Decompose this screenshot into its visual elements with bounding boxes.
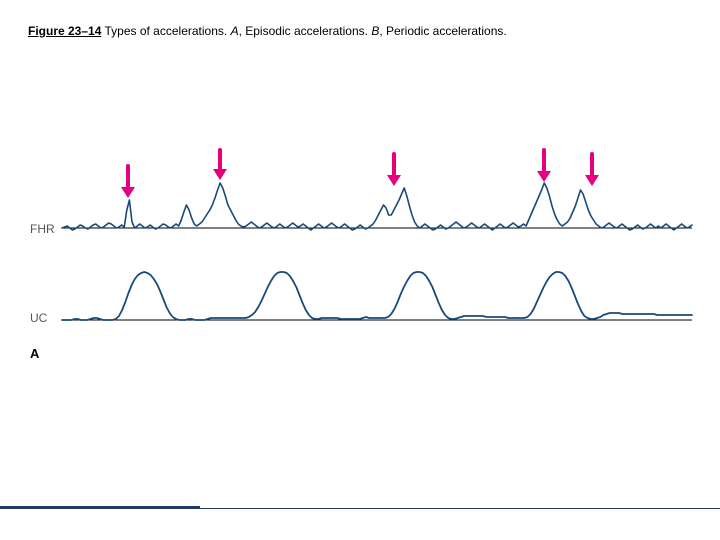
acceleration-arrow-icon xyxy=(213,150,227,180)
tracing-chart xyxy=(62,150,692,370)
acceleration-arrow-icon xyxy=(121,166,135,198)
acceleration-arrow-icon xyxy=(537,150,551,182)
panel-letter: A xyxy=(30,346,39,361)
footer-bar xyxy=(0,506,720,540)
footer-rule-thin xyxy=(0,508,720,509)
caption-text: Types of accelerations. A, Episodic acce… xyxy=(101,24,506,38)
figure-label: Figure 23–14 xyxy=(28,24,101,38)
acceleration-arrow-icon xyxy=(585,154,599,186)
fhr-label: FHR xyxy=(30,222,55,236)
uc-label: UC xyxy=(30,311,47,325)
figure-caption: Figure 23–14 Types of accelerations. A, … xyxy=(28,24,507,38)
acceleration-arrow-icon xyxy=(387,154,401,186)
